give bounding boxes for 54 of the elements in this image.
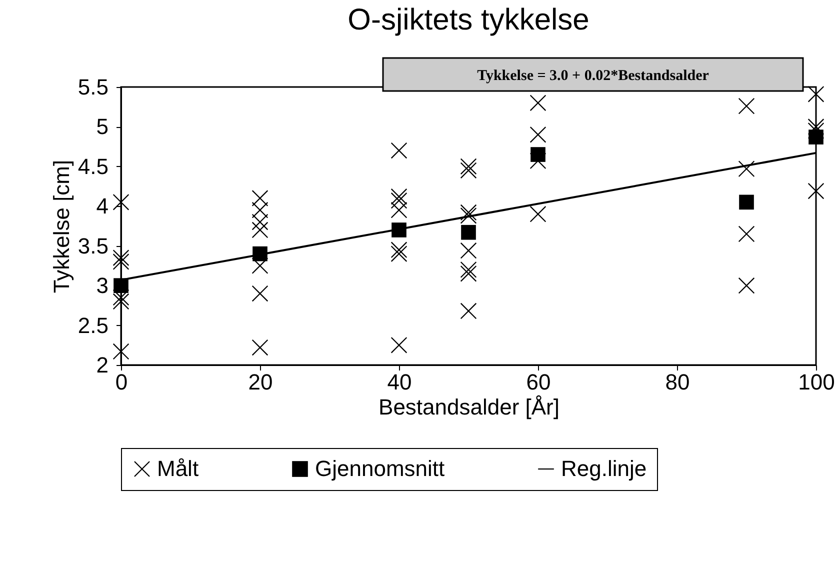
x-tick-label: 40 [387, 370, 412, 394]
x-tick-label: 60 [526, 370, 551, 394]
point [392, 222, 406, 238]
y-tick-label: 2 [96, 352, 108, 378]
point [112, 194, 130, 210]
legend-label: Gjennomsnitt [315, 456, 445, 481]
point [530, 152, 546, 169]
point [460, 242, 477, 259]
legend-label: Målt [157, 456, 199, 481]
x-tick-label: 80 [665, 370, 690, 394]
y-tick-label: 3.5 [78, 233, 108, 258]
y-tick-label: 2.5 [78, 312, 108, 338]
point [252, 246, 268, 262]
point [460, 266, 477, 282]
point [252, 222, 268, 238]
point [114, 278, 128, 293]
y-tick-label: 5 [96, 114, 108, 140]
x-tick-label: 20 [248, 370, 273, 394]
point [390, 337, 408, 354]
point [530, 126, 546, 143]
chart-title: O-sjiktets tykkelse [348, 3, 590, 36]
point [738, 98, 755, 114]
point [112, 343, 130, 360]
legend-label: Reg.linje [561, 456, 647, 481]
y-tick-label: 5.5 [78, 74, 108, 100]
y-axis-title: Tykkelse [cm] [48, 160, 74, 294]
point [390, 246, 408, 262]
point [808, 86, 824, 102]
point [112, 293, 130, 310]
point [808, 182, 824, 200]
x-axis-title: Bestandsalder [År] [378, 394, 560, 420]
point [739, 194, 754, 210]
point [808, 122, 824, 139]
point [738, 278, 755, 294]
x-tick-label: 100 [798, 370, 835, 394]
point [738, 160, 755, 177]
point [738, 226, 755, 242]
point [252, 258, 268, 274]
point [390, 202, 408, 218]
point [252, 339, 268, 356]
point [252, 285, 268, 302]
text: Tykkelse = 3.0 + 0.02*Bestandsalder [477, 68, 710, 84]
point [460, 302, 477, 320]
point [530, 94, 546, 111]
y-tick-label: 4 [96, 194, 108, 219]
y-tick-label: 4.5 [78, 154, 108, 179]
y-tick-label: 3 [96, 273, 108, 298]
point [460, 162, 477, 178]
point [461, 224, 476, 240]
x-tick-label: 0 [115, 370, 128, 394]
point [530, 206, 546, 222]
point [112, 254, 130, 270]
point [390, 142, 408, 159]
point [460, 208, 477, 224]
